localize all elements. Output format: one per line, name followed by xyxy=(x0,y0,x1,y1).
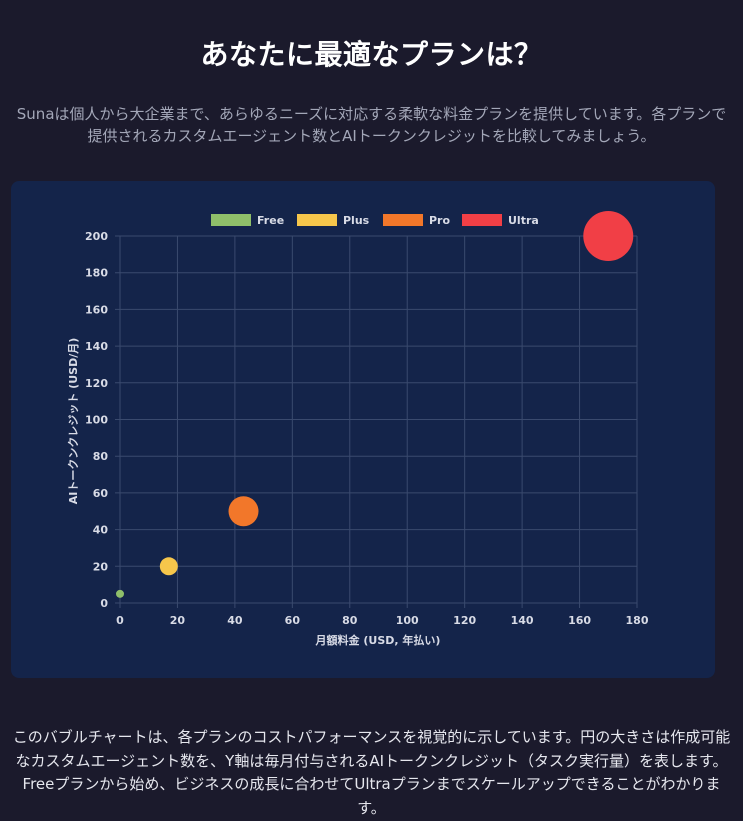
legend-label-pro[interactable]: Pro xyxy=(429,214,450,227)
x-tick-label: 0 xyxy=(116,614,124,627)
chart-card: 0 20 40 60 80 100 120 140 160 180 0 20 40 60 80 100 120 1… xyxy=(11,181,715,678)
axes: 0 20 40 60 80 100 120 140 160 180 0 20 40 60 80 100 120 1… xyxy=(85,230,649,627)
x-tick-label: 120 xyxy=(453,614,476,627)
y-tick-label: 100 xyxy=(85,414,108,427)
x-tick-label: 140 xyxy=(511,614,534,627)
y-tick-label: 40 xyxy=(93,524,109,537)
legend-label-free[interactable]: Free xyxy=(257,214,284,227)
y-tick-label: 120 xyxy=(85,377,108,390)
x-tick-label: 180 xyxy=(626,614,649,627)
bubbles xyxy=(116,211,634,598)
grid-lines xyxy=(115,235,638,608)
bubble-ultra[interactable] xyxy=(583,211,634,261)
x-axis-title: 月額料金 (USD, 年払い) xyxy=(315,633,441,647)
legend-label-plus[interactable]: Plus xyxy=(343,214,370,227)
x-tick-label: 40 xyxy=(227,614,243,627)
legend: Free Plus Pro Ultra xyxy=(211,214,539,227)
legend-swatch-pro[interactable] xyxy=(383,214,423,226)
y-tick-label: 60 xyxy=(93,487,109,500)
bubble-pro[interactable] xyxy=(228,496,259,527)
legend-swatch-ultra[interactable] xyxy=(462,214,502,226)
x-tick-label: 160 xyxy=(568,614,591,627)
x-tick-label: 80 xyxy=(342,614,358,627)
y-tick-label: 80 xyxy=(93,450,109,463)
bubble-free[interactable] xyxy=(116,589,124,598)
chart-caption: このバブルチャートは、各プランのコストパフォーマンスを視覚的に示しています。円の… xyxy=(12,728,731,817)
legend-swatch-free[interactable] xyxy=(211,214,251,226)
bubble-chart: 0 20 40 60 80 100 120 140 160 180 0 20 40 60 80 100 120 1… xyxy=(67,211,649,647)
y-tick-label: 200 xyxy=(85,230,108,243)
x-tick-label: 100 xyxy=(396,614,419,627)
y-tick-label: 180 xyxy=(85,267,108,280)
bubble-plus[interactable] xyxy=(159,557,178,576)
x-tick-label: 20 xyxy=(170,614,186,627)
x-tick-label: 60 xyxy=(285,614,301,627)
intro-text: Sunaは個人から大企業まで、あらゆるニーズに対応する柔軟な料金プランを提供して… xyxy=(16,105,727,145)
legend-label-ultra[interactable]: Ultra xyxy=(508,214,539,227)
y-tick-label: 20 xyxy=(93,560,109,573)
page-title: あなたに最適なプランは？ xyxy=(200,37,543,71)
legend-swatch-plus[interactable] xyxy=(297,214,337,226)
y-axis-title: AIトークンクレジット (USD/月) xyxy=(67,338,80,505)
y-tick-label: 160 xyxy=(85,303,108,316)
y-tick-label: 140 xyxy=(85,340,108,353)
y-tick-label: 0 xyxy=(100,597,108,610)
